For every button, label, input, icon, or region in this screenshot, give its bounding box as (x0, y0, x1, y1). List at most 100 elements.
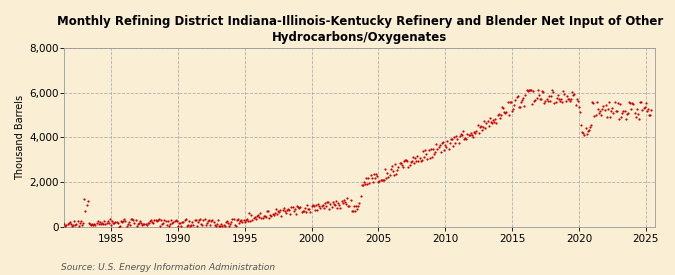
Point (603, 106, 614, 111)
Point (246, 213, 256, 217)
Point (247, 218, 258, 222)
Point (342, 196, 352, 200)
Point (138, 222, 148, 226)
Point (632, 111, 643, 116)
Point (370, 176, 381, 180)
Point (303, 207, 314, 211)
Point (316, 204, 327, 208)
Point (386, 164, 397, 168)
Point (441, 145, 452, 149)
Point (485, 116, 495, 120)
Point (271, 207, 281, 211)
Point (84, 222, 95, 226)
Point (514, 105, 525, 109)
Point (561, 94, 572, 98)
Point (72, 219, 83, 224)
Point (392, 167, 403, 172)
Point (461, 137, 472, 141)
Point (52, 224, 63, 228)
Point (271, 212, 282, 216)
Point (468, 135, 479, 139)
Point (403, 165, 414, 170)
Point (237, 220, 248, 224)
Point (425, 146, 436, 151)
Point (615, 102, 626, 106)
Point (322, 200, 333, 204)
Point (480, 125, 491, 130)
Point (350, 209, 360, 214)
Point (446, 137, 457, 142)
Point (463, 133, 474, 137)
Point (283, 207, 294, 211)
Point (351, 204, 362, 208)
Point (477, 128, 487, 132)
Point (165, 222, 176, 226)
Point (574, 110, 585, 114)
Point (557, 100, 568, 104)
Point (268, 213, 279, 218)
Point (393, 165, 404, 169)
Point (537, 89, 547, 93)
Point (482, 119, 493, 123)
Point (230, 222, 240, 227)
Point (226, 220, 237, 224)
Point (451, 134, 462, 139)
Point (387, 169, 398, 173)
Point (338, 197, 349, 202)
Point (319, 200, 330, 205)
Point (196, 222, 207, 227)
Point (412, 153, 423, 158)
Point (589, 114, 600, 118)
Point (278, 206, 289, 210)
Point (583, 128, 594, 133)
Point (429, 152, 439, 156)
Point (309, 207, 320, 212)
Point (83, 221, 94, 226)
Point (545, 99, 556, 104)
Point (468, 129, 479, 134)
Point (115, 224, 126, 228)
Point (585, 125, 595, 129)
Point (568, 93, 578, 97)
Point (583, 128, 593, 133)
Point (71, 222, 82, 226)
Point (290, 212, 301, 216)
Point (356, 183, 367, 187)
Point (539, 101, 549, 105)
Point (252, 213, 263, 218)
Point (446, 137, 456, 141)
Point (531, 95, 542, 100)
Point (255, 211, 266, 215)
Point (153, 218, 163, 222)
Point (612, 101, 623, 106)
Point (307, 203, 318, 207)
Point (466, 133, 477, 137)
Point (571, 97, 582, 101)
Point (153, 217, 164, 221)
Point (435, 150, 446, 154)
Point (607, 106, 618, 110)
Point (306, 204, 317, 208)
Point (331, 206, 342, 210)
Point (383, 175, 394, 179)
Point (551, 96, 562, 101)
Point (323, 200, 333, 205)
Point (136, 221, 146, 225)
Point (142, 221, 153, 226)
Point (459, 137, 470, 141)
Point (217, 224, 228, 228)
Point (213, 218, 223, 222)
Point (354, 201, 364, 205)
Point (334, 203, 345, 208)
Point (321, 204, 331, 209)
Point (394, 161, 405, 165)
Point (599, 108, 610, 112)
Point (60, 224, 71, 228)
Point (413, 159, 424, 164)
Point (554, 97, 564, 101)
Point (199, 217, 210, 222)
Point (89, 222, 100, 226)
Point (74, 221, 85, 225)
Point (157, 222, 167, 227)
Point (391, 172, 402, 176)
